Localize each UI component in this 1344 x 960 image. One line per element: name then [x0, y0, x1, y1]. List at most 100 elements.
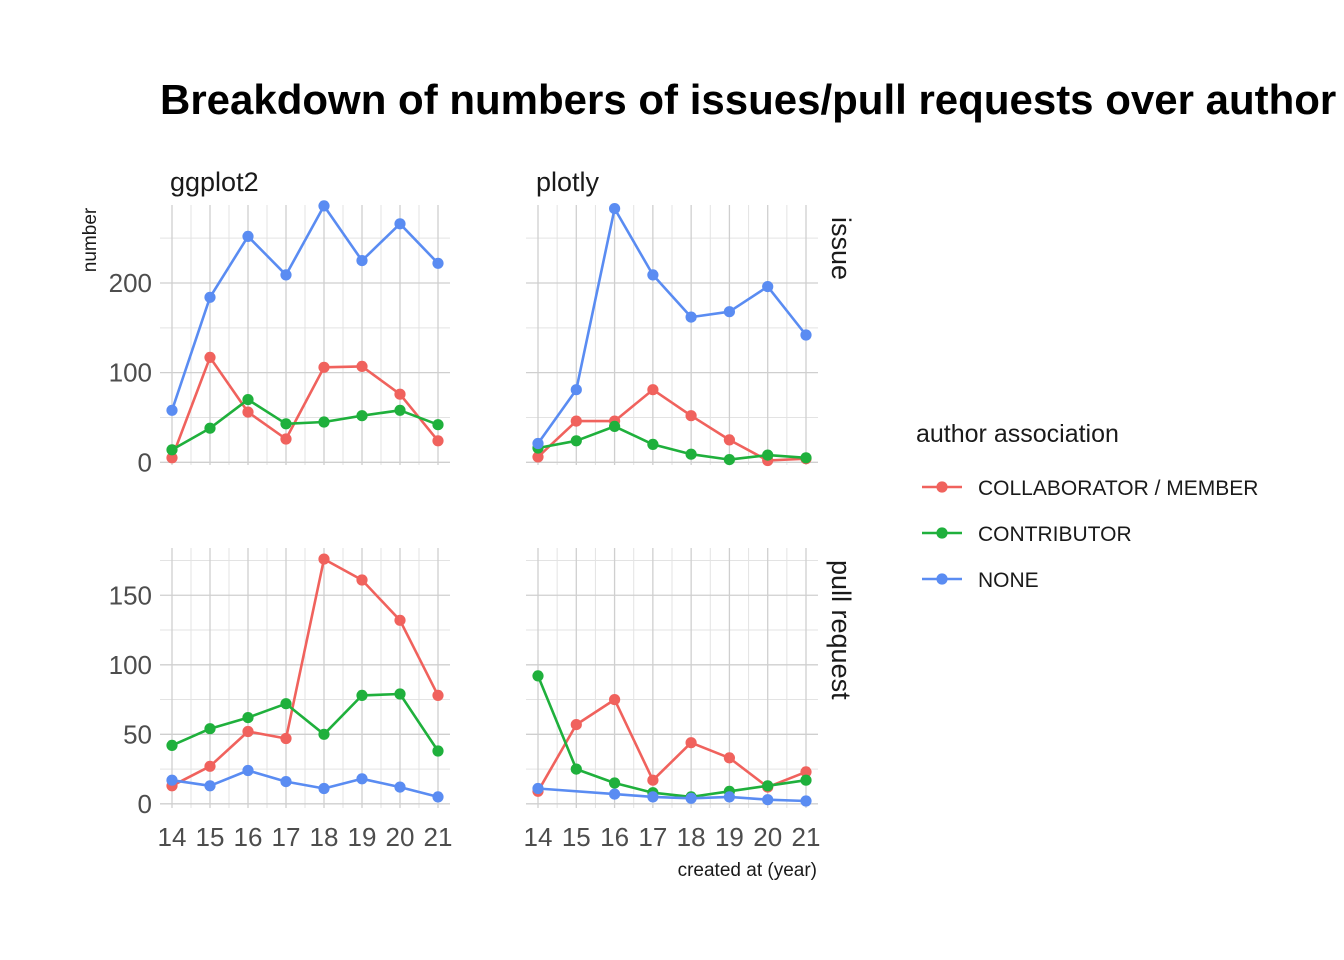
- x-tick-label: 15: [196, 822, 225, 852]
- x-tick-label: 17: [272, 822, 301, 852]
- y-tick-label: 100: [109, 650, 152, 680]
- data-point: [280, 732, 292, 745]
- data-point: [166, 774, 178, 786]
- data-point: [762, 449, 774, 461]
- facet-strip-label: pull request: [826, 560, 856, 700]
- legend-item-label: COLLABORATOR / MEMBER: [978, 477, 1258, 500]
- data-point: [318, 553, 330, 565]
- data-point: [800, 452, 812, 464]
- data-point: [356, 410, 368, 422]
- data-point: [685, 448, 697, 460]
- data-point: [685, 737, 697, 749]
- data-point: [647, 384, 659, 396]
- data-point: [647, 269, 659, 281]
- legend-key-point: [936, 481, 948, 493]
- data-point: [204, 291, 216, 303]
- data-point: [532, 670, 544, 682]
- legend-items: COLLABORATOR / MEMBER CONTRIBUTOR NONE: [922, 477, 1258, 592]
- data-point: [432, 257, 444, 269]
- data-point: [166, 404, 178, 416]
- data-point: [762, 780, 774, 792]
- data-point: [280, 776, 292, 788]
- panel-plotly-issue: [526, 203, 818, 467]
- data-point: [532, 451, 544, 463]
- y-axis-label: number: [80, 207, 101, 272]
- y-tick-label: 50: [123, 719, 152, 749]
- data-point: [318, 728, 330, 740]
- x-tick-label: 18: [677, 822, 706, 852]
- data-point: [166, 452, 178, 464]
- series-line: [171, 692, 440, 752]
- data-point: [570, 763, 582, 775]
- data-point: [723, 791, 736, 803]
- data-point: [800, 795, 812, 807]
- x-tick-label: 20: [386, 822, 415, 852]
- data-point: [647, 438, 659, 450]
- data-point: [762, 281, 774, 293]
- data-point: [394, 388, 406, 400]
- panel-ggplot2-issue: [160, 200, 450, 465]
- data-point: [609, 777, 621, 789]
- x-tick-label: 16: [600, 822, 629, 852]
- legend-title: author association: [916, 420, 1119, 448]
- data-point: [532, 782, 544, 795]
- data-point: [609, 788, 621, 800]
- chart-title: Breakdown of numbers of issues/pull requ…: [160, 76, 1344, 123]
- data-point: [432, 791, 444, 803]
- y-tick-label: 0: [138, 447, 152, 477]
- data-point: [609, 203, 621, 215]
- legend-item-label: CONTRIBUTOR: [978, 523, 1132, 546]
- legend: author association COLLABORATOR / MEMBER…: [916, 420, 1258, 592]
- data-point: [204, 351, 216, 363]
- data-point: [723, 306, 736, 318]
- data-point: [723, 434, 736, 446]
- data-point: [800, 329, 812, 341]
- data-point: [432, 745, 444, 757]
- legend-item-label: NONE: [978, 569, 1039, 592]
- data-point: [570, 415, 582, 427]
- data-point: [242, 712, 254, 724]
- x-tick-label: 19: [715, 822, 744, 852]
- x-axis-label: created at (year): [678, 860, 817, 881]
- data-point: [356, 255, 368, 267]
- data-point: [570, 384, 582, 396]
- y-tick-label: 100: [109, 358, 152, 388]
- facet-strip-label: ggplot2: [170, 167, 259, 197]
- data-point: [685, 792, 697, 804]
- facet-panels: ggplot2 0 100 200 plotly issue 0 50 100 150 14 15 16…: [109, 167, 856, 852]
- series-line: [171, 557, 440, 787]
- series-line: [171, 769, 439, 799]
- data-point: [532, 437, 544, 450]
- data-point: [762, 794, 774, 806]
- data-point: [280, 418, 292, 430]
- y-tick-label: 0: [138, 789, 152, 819]
- data-point: [394, 688, 406, 700]
- data-point: [318, 782, 330, 795]
- data-point: [609, 420, 621, 432]
- series-line: [171, 398, 439, 451]
- facet-strip-label: issue: [826, 217, 856, 280]
- data-point: [204, 780, 216, 792]
- data-point: [647, 791, 659, 803]
- data-point: [166, 739, 178, 752]
- data-point: [204, 723, 216, 735]
- panel-plotly-pull-request: [526, 548, 818, 808]
- x-tick-label: 18: [310, 822, 339, 852]
- data-point: [432, 419, 444, 431]
- data-point: [356, 574, 368, 586]
- data-point: [204, 760, 216, 772]
- data-point: [280, 433, 292, 445]
- data-point: [570, 719, 582, 731]
- data-point: [394, 218, 406, 230]
- data-point: [394, 404, 406, 416]
- data-point: [242, 406, 254, 418]
- data-point: [570, 435, 582, 447]
- data-point: [394, 614, 406, 626]
- y-tick-label: 200: [109, 268, 152, 298]
- data-point: [685, 410, 697, 422]
- y-tick-label: 150: [109, 580, 152, 610]
- data-point: [685, 311, 697, 323]
- legend-key-point: [936, 573, 948, 585]
- data-point: [318, 200, 330, 212]
- data-point: [242, 230, 254, 242]
